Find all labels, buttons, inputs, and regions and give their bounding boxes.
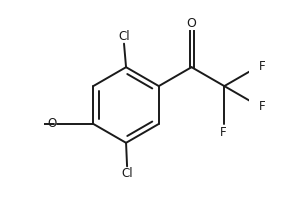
Text: Cl: Cl — [121, 167, 133, 180]
Text: F: F — [220, 126, 226, 139]
Text: O: O — [47, 117, 56, 130]
Text: O: O — [187, 17, 197, 30]
Text: F: F — [259, 100, 265, 113]
Text: F: F — [259, 60, 265, 73]
Text: Cl: Cl — [118, 30, 130, 43]
